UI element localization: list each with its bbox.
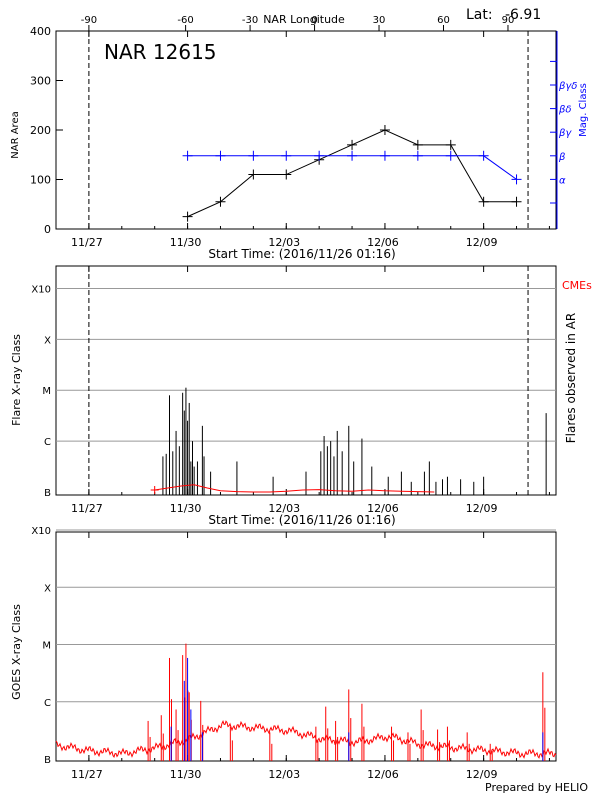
y-tick-label-area: 0 bbox=[44, 223, 51, 236]
goes-long-channel bbox=[55, 719, 557, 759]
region-title: NAR 12615 bbox=[104, 40, 217, 64]
y-tick-label-flare: X10 bbox=[31, 284, 51, 295]
x-tick-label-area: 11/30 bbox=[170, 236, 202, 249]
y-tick-label-area: 200 bbox=[30, 124, 51, 137]
area-x-label: Start Time: (2016/11/26 01:16) bbox=[208, 247, 395, 261]
latitude-value: -6.91 bbox=[505, 7, 541, 23]
area-point bbox=[347, 139, 358, 150]
mag-class-point bbox=[281, 150, 292, 161]
area-point bbox=[412, 139, 423, 150]
mag-class-tick-label: βγ bbox=[558, 128, 572, 139]
area-point bbox=[445, 139, 456, 150]
longitude-tick-label: -30 bbox=[242, 15, 258, 26]
x-tick-label-area: 12/03 bbox=[268, 236, 300, 249]
x-tick-label-goes: 12/03 bbox=[268, 768, 300, 781]
mag-class-point bbox=[379, 150, 390, 161]
x-tick-label-area: 11/27 bbox=[71, 236, 103, 249]
area-y-label: NAR Area bbox=[10, 111, 21, 158]
area-point bbox=[248, 169, 259, 180]
y-tick-label-flare: M bbox=[42, 386, 51, 397]
mag-class-point bbox=[182, 150, 193, 161]
x-tick-label-area: 12/06 bbox=[367, 236, 399, 249]
y-tick-label-flare: C bbox=[44, 437, 51, 448]
x-tick-label-flare: 12/06 bbox=[367, 502, 399, 515]
y-tick-label-flare: X bbox=[44, 335, 51, 346]
mag-class-point bbox=[314, 150, 325, 161]
x-tick-label-flare: 12/09 bbox=[466, 502, 498, 515]
y-tick-label-flare: B bbox=[44, 488, 51, 499]
y-tick-label-area: 400 bbox=[30, 25, 51, 38]
y-tick-label-area: 300 bbox=[30, 75, 51, 88]
longitude-axis-title: NAR Longitude bbox=[263, 13, 345, 26]
longitude-tick-label: -90 bbox=[81, 15, 97, 26]
x-tick-label-flare: 11/27 bbox=[71, 502, 103, 515]
mag-class-point bbox=[412, 150, 423, 161]
y-tick-label-goes: M bbox=[42, 641, 51, 652]
cme-legend: CMEs bbox=[562, 279, 592, 292]
area-point bbox=[215, 196, 226, 207]
mag-class-point bbox=[478, 150, 489, 161]
cme-point bbox=[150, 486, 159, 494]
mag-class-tick-label: α bbox=[559, 175, 566, 186]
area-point bbox=[281, 169, 292, 180]
footer-credit: Prepared by HELIO bbox=[485, 781, 588, 794]
chart-marks: 11/27 11/30 12/03 12/06 12/090100200300400-9… bbox=[30, 15, 577, 781]
mag-class-tick-label: β bbox=[558, 152, 566, 163]
area-point bbox=[182, 211, 193, 222]
mag-class-point bbox=[347, 150, 358, 161]
x-tick-label-goes: 11/27 bbox=[71, 768, 103, 781]
y-tick-label-goes: X bbox=[44, 583, 51, 594]
x-tick-label-goes: 12/09 bbox=[466, 768, 498, 781]
mag-class-tick-label: βγδ bbox=[558, 81, 577, 92]
plot-frame-goes bbox=[55, 531, 557, 762]
x-tick-label-goes: 12/06 bbox=[367, 768, 399, 781]
longitude-tick-label: 30 bbox=[373, 15, 386, 26]
mag-class-label: Mag. Class bbox=[578, 83, 589, 137]
latitude-label: Lat: bbox=[466, 7, 493, 23]
goes-y-label: GOES X-ray Class bbox=[10, 604, 23, 700]
flare-x-label: Start Time: (2016/11/26 01:16) bbox=[208, 513, 395, 527]
longitude-tick-label: 60 bbox=[437, 15, 450, 26]
area-point bbox=[511, 196, 522, 207]
flare-y2-label: Flares observed in AR bbox=[564, 313, 578, 443]
longitude-tick-label: -60 bbox=[177, 15, 193, 26]
y-tick-label-goes: X10 bbox=[31, 526, 51, 537]
y-tick-label-area: 100 bbox=[30, 174, 51, 187]
cme-line bbox=[154, 484, 435, 493]
flare-y-label: Flare X-ray Class bbox=[10, 334, 23, 426]
x-tick-label-goes: 11/30 bbox=[170, 768, 202, 781]
plot-frame-flare bbox=[55, 265, 557, 496]
x-tick-label-area: 12/09 bbox=[466, 236, 498, 249]
x-tick-label-flare: 11/30 bbox=[170, 502, 202, 515]
mag-class-point bbox=[511, 174, 522, 185]
y-tick-label-goes: B bbox=[44, 755, 51, 766]
mag-class-tick-label: βδ bbox=[558, 105, 572, 116]
longitude-tick-label: 0 bbox=[311, 15, 317, 26]
longitude-tick-label: 90 bbox=[502, 15, 515, 26]
x-tick-label-flare: 12/03 bbox=[268, 502, 300, 515]
mag-class-point bbox=[445, 150, 456, 161]
mag-class-point bbox=[215, 150, 226, 161]
area-point bbox=[379, 125, 390, 135]
mag-class-point bbox=[248, 150, 259, 161]
y-tick-label-goes: C bbox=[44, 698, 51, 709]
area-point bbox=[478, 196, 489, 207]
